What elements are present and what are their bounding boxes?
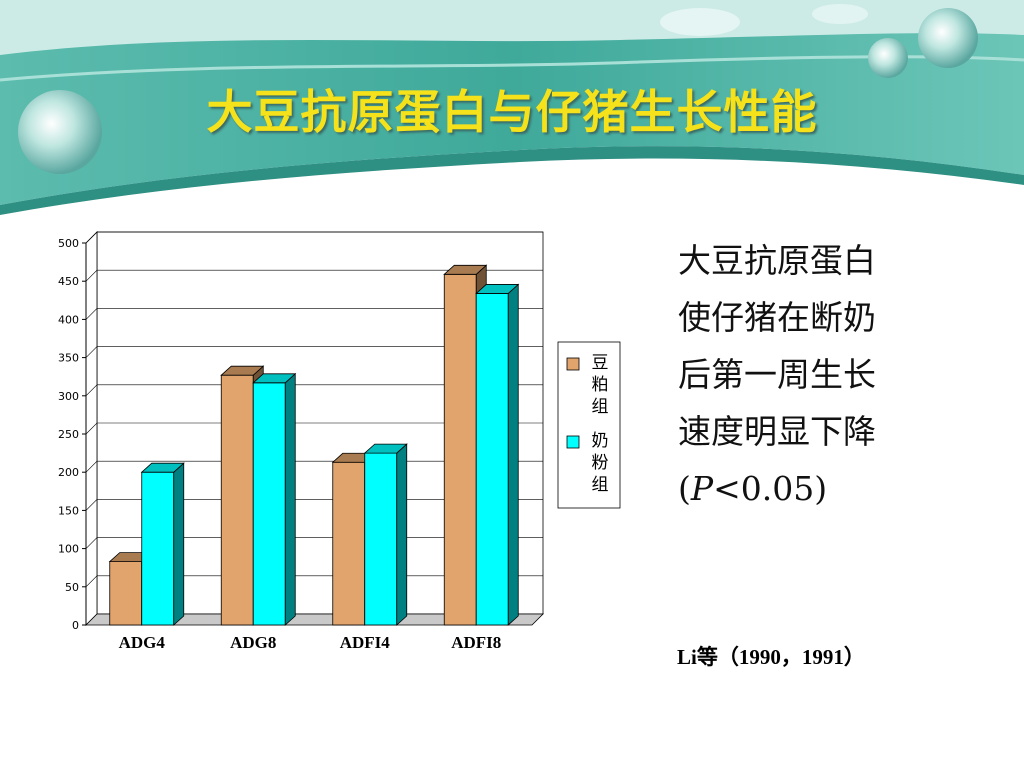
y-tick-label: 350 <box>58 352 79 365</box>
y-tick-label: 150 <box>58 504 79 517</box>
bubble-right <box>918 8 978 68</box>
y-tick-label: 450 <box>58 275 79 288</box>
x-tick-label: ADG8 <box>230 633 276 652</box>
stat-open: ( <box>678 469 691 508</box>
side-text-line: 后第一周生长 <box>678 355 876 394</box>
legend-item: 豆粕组 <box>566 353 609 417</box>
bar-chart: 0 50 100 150 200 250 300 350 400 450 500 ADG4 ADG8 A… <box>58 231 621 652</box>
gridline <box>85 231 543 244</box>
bar-ADFI4-1 <box>363 443 408 626</box>
gridline <box>85 308 543 320</box>
x-tick-label: ADFI4 <box>340 633 391 652</box>
y-tick-label: 500 <box>58 237 79 250</box>
stat-rest: <0.05) <box>713 469 828 508</box>
y-tick-label: 0 <box>72 619 79 632</box>
stat-p: P <box>690 469 714 508</box>
gridline <box>85 384 543 397</box>
bubble-right-small <box>868 38 908 78</box>
legend-label-char: 粕 <box>592 375 609 395</box>
y-tick-label: 200 <box>58 466 79 479</box>
legend-swatch <box>566 357 580 371</box>
side-text-line: 使仔猪在断奶 <box>678 298 876 337</box>
bar-ADFI8-1 <box>475 283 520 626</box>
gridline <box>85 346 543 358</box>
header-banner <box>0 0 1024 215</box>
x-tick-label: ADFI8 <box>451 633 501 652</box>
legend-label-char: 豆 <box>592 353 609 373</box>
side-text: 大豆抗原蛋白 使仔猪在断奶 后第一周生长 速度明显下降 (P<0.05) <box>678 232 938 517</box>
side-text-line: 大豆抗原蛋白 <box>678 241 876 280</box>
x-tick-label: ADG4 <box>119 633 166 652</box>
significance-line: (P<0.05) <box>678 460 938 517</box>
gridline <box>85 269 543 282</box>
y-tick-label: 300 <box>58 390 79 403</box>
bubble-left <box>18 90 102 174</box>
citation: Li等（1990，1991） <box>677 645 865 669</box>
bar-ADG4-1 <box>140 462 185 626</box>
gridline <box>85 422 543 435</box>
bar-ADG8-1 <box>252 372 297 626</box>
slide-title: 大豆抗原蛋白与仔猪生长性能 <box>206 85 818 139</box>
legend-label-char: 组 <box>592 397 609 417</box>
legend-label-char: 奶 <box>592 431 609 451</box>
legend-item: 奶粉组 <box>566 431 609 495</box>
legend-swatch <box>566 435 580 449</box>
y-tick-label: 250 <box>58 428 79 441</box>
y-tick-label: 50 <box>65 581 79 594</box>
legend-label-char: 组 <box>592 475 609 495</box>
y-tick-label: 100 <box>58 543 79 556</box>
side-text-line: 速度明显下降 <box>678 412 876 451</box>
legend-label-char: 粉 <box>592 453 609 473</box>
y-tick-label: 400 <box>58 313 79 326</box>
